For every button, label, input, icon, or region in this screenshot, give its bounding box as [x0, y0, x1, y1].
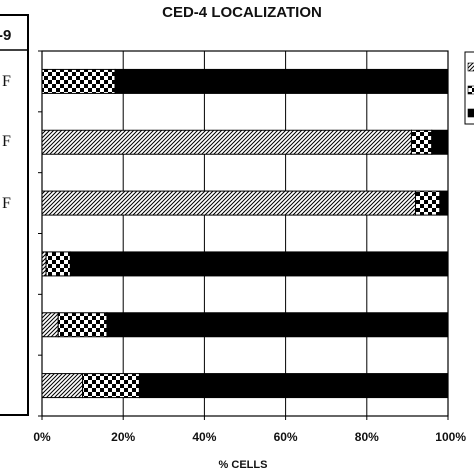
legend-swatch — [467, 62, 474, 72]
bar-segment-diagonal-hatch — [41, 373, 84, 399]
x-axis-ticks: 0% 20% 40% 60% 80% 100% — [33, 416, 466, 444]
bar-segment-checkered — [41, 68, 116, 94]
left-panel-glyph: F — [2, 195, 11, 212]
x-tick-label: 80% — [355, 430, 379, 444]
bar-segment-solid — [431, 129, 449, 155]
bar-segment-solid — [138, 373, 449, 399]
bar-segment-solid — [69, 251, 449, 277]
bar-segment-diagonal-hatch — [41, 129, 412, 155]
left-panel-label: -9 — [0, 27, 11, 44]
bar-segment-solid — [106, 312, 449, 338]
bars — [41, 68, 449, 399]
legend — [464, 51, 474, 125]
left-panel: -9 F F F — [0, 14, 29, 416]
left-panel-glyph: F — [2, 133, 11, 150]
x-tick-label: 40% — [192, 430, 216, 444]
x-tick-label: 20% — [111, 430, 135, 444]
legend-swatch — [467, 85, 474, 95]
x-axis-label: % CELLS — [219, 459, 268, 471]
bar-segment-diagonal-hatch — [41, 190, 417, 216]
bar-segment-diagonal-hatch — [41, 251, 47, 277]
chart-title: CED-4 LOCALIZATION — [162, 4, 322, 21]
bar-segment-checkered — [45, 251, 71, 277]
bar-segment-solid — [439, 190, 449, 216]
plot-frame — [41, 50, 449, 417]
left-panel-glyph: F — [2, 73, 11, 90]
bar-segment-diagonal-hatch — [41, 312, 59, 338]
x-tick-label: 0% — [33, 430, 51, 444]
bar-segment-checkered — [410, 129, 433, 155]
bar-segment-checkered — [415, 190, 441, 216]
legend-swatch — [467, 108, 474, 118]
x-tick-label: 100% — [435, 430, 466, 444]
x-tick-label: 60% — [274, 430, 298, 444]
bar-segment-solid — [114, 68, 449, 94]
grid — [38, 50, 449, 417]
bar-segment-checkered — [82, 373, 140, 399]
bar-segment-checkered — [57, 312, 108, 338]
